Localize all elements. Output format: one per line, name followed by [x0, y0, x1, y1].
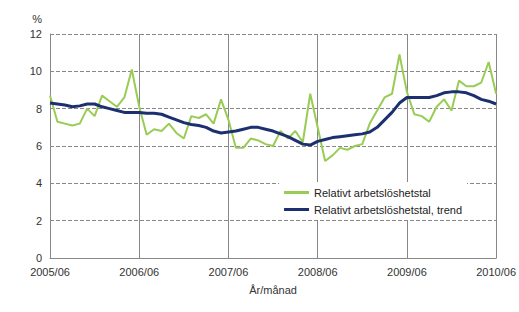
- svg-text:2: 2: [36, 215, 42, 227]
- svg-text:2007/06: 2007/06: [209, 266, 249, 278]
- svg-text:Relativt arbetslöshetstal, tre: Relativt arbetslöshetstal, trend: [314, 204, 462, 216]
- svg-text:2009/06: 2009/06: [387, 266, 427, 278]
- svg-text:Relativt arbetslöshetstal: Relativt arbetslöshetstal: [314, 187, 431, 199]
- svg-text:2008/06: 2008/06: [298, 266, 338, 278]
- svg-text:0: 0: [36, 252, 42, 264]
- svg-text:2005/06: 2005/06: [30, 266, 70, 278]
- svg-text:12: 12: [30, 28, 42, 40]
- svg-text:4: 4: [36, 177, 42, 189]
- svg-text:%: %: [32, 13, 42, 25]
- svg-text:2010/06: 2010/06: [476, 266, 516, 278]
- svg-text:8: 8: [36, 103, 42, 115]
- svg-text:10: 10: [30, 65, 42, 77]
- svg-text:År/månad: År/månad: [249, 284, 297, 296]
- svg-text:2006/06: 2006/06: [119, 266, 159, 278]
- svg-text:6: 6: [36, 140, 42, 152]
